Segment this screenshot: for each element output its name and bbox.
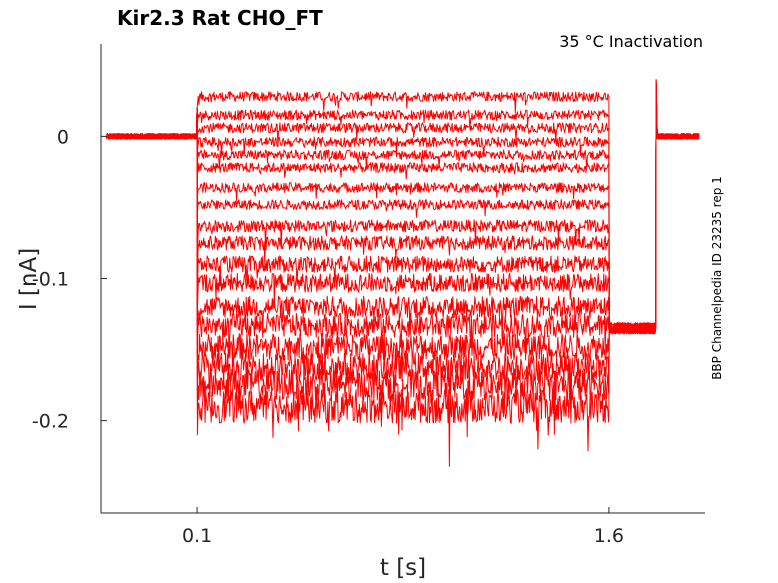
trace-line xyxy=(106,83,699,335)
trace-line xyxy=(106,87,700,341)
x-ticks: 0.1 1.6 xyxy=(182,507,624,547)
chart-subtitle: 35 °C Inactivation xyxy=(559,32,703,51)
y-tick-label: -0.1 xyxy=(32,269,69,291)
trace-line xyxy=(106,88,700,361)
current-traces xyxy=(106,79,700,467)
chart-title: Kir2.3 Rat CHO_FT xyxy=(117,6,323,30)
trace-line xyxy=(106,82,700,335)
trace-line xyxy=(106,84,700,335)
y-ticks: 0 -0.1 -0.2 xyxy=(32,126,107,433)
y-axis-label: I [nA] xyxy=(16,248,42,310)
trace-line xyxy=(106,84,700,335)
trace-line xyxy=(106,86,700,335)
x-tick-label: 0.1 xyxy=(182,525,212,547)
y-tick-label: -0.2 xyxy=(32,411,69,433)
trace-line xyxy=(106,86,699,335)
trace-line xyxy=(106,81,700,335)
trace-line xyxy=(106,91,700,467)
trace-line xyxy=(106,90,700,438)
trace-line xyxy=(106,81,700,335)
trace-line xyxy=(106,89,700,424)
x-axis-label: t [s] xyxy=(380,555,426,581)
trace-line xyxy=(106,79,700,335)
trace-line xyxy=(106,89,700,381)
trace-line xyxy=(106,85,700,335)
trace-line xyxy=(106,79,700,334)
side-note: BBP Channelpedia ID 23235 rep 1 xyxy=(710,176,724,380)
y-tick-label: 0 xyxy=(57,126,69,148)
x-tick-label: 1.6 xyxy=(594,525,624,547)
trace-line xyxy=(106,80,700,335)
